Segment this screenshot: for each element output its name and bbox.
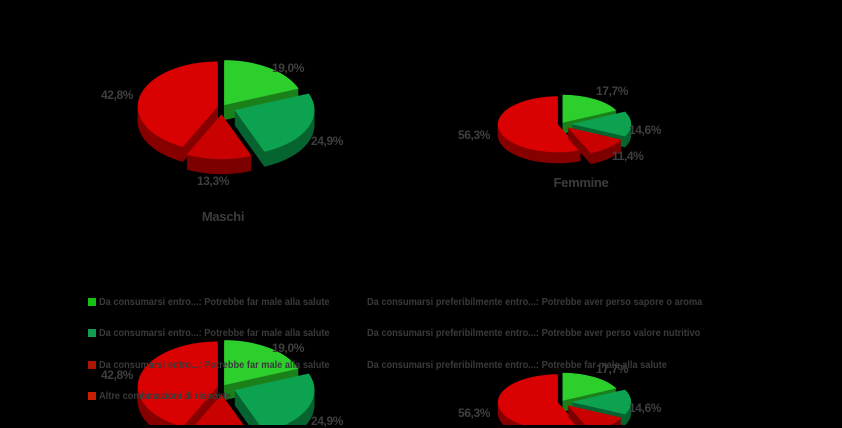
legend-swatch <box>88 329 96 337</box>
femmine-bottom-value-label-3: 56,3% <box>458 406 491 420</box>
femmine-value-label-1: 14,6% <box>629 123 662 137</box>
femmine-title: Femmine <box>553 175 609 190</box>
maschi-bottom-value-label-0: 19,0% <box>272 341 305 355</box>
maschi-value-label-3: 42,8% <box>101 88 134 102</box>
legend-item: Da consumarsi entro...: Potrebbe far mal… <box>0 296 842 309</box>
maschi-value-label-2: 13,3% <box>197 174 230 188</box>
legend-label-right: Da consumarsi preferibilmente entro...: … <box>367 359 667 371</box>
femmine-value-label-3: 56,3% <box>458 128 491 142</box>
maschi-value-label-0: 19,0% <box>272 61 305 75</box>
maschi-bottom-value-label-3: 42,8% <box>101 368 134 382</box>
legend-swatch <box>88 392 96 400</box>
legend-label-left: Altre combinazioni di risposte <box>99 390 231 402</box>
legend-label-left: Da consumarsi entro...: Potrebbe far mal… <box>99 296 330 308</box>
femmine-value-label-2: 11,4% <box>612 149 644 163</box>
legend-swatch <box>88 361 96 369</box>
legend-label-left: Da consumarsi entro...: Potrebbe far mal… <box>99 327 330 339</box>
legend-label-right: Da consumarsi preferibilmente entro...: … <box>367 296 703 308</box>
maschi-value-label-1: 24,9% <box>311 134 344 148</box>
femmine-value-label-0: 17,7% <box>596 84 629 98</box>
maschi-title: Maschi <box>201 209 245 224</box>
legend-item: Da consumarsi entro...: Potrebbe far mal… <box>0 327 842 340</box>
femmine-bottom-value-label-1: 14,6% <box>629 401 662 415</box>
femmine-bottom-value-label-0: 17,7% <box>596 362 629 376</box>
legend-item: Da consumarsi entro...: Potrebbe far mal… <box>0 359 842 372</box>
legend-item: Altre combinazioni di risposte <box>0 390 842 403</box>
legend-label-right: Da consumarsi preferibilmente entro...: … <box>367 327 701 339</box>
legend-label-left: Da consumarsi entro...: Potrebbe far mal… <box>99 359 330 371</box>
maschi-bottom-value-label-1: 24,9% <box>311 414 344 428</box>
legend-swatch <box>88 298 96 306</box>
